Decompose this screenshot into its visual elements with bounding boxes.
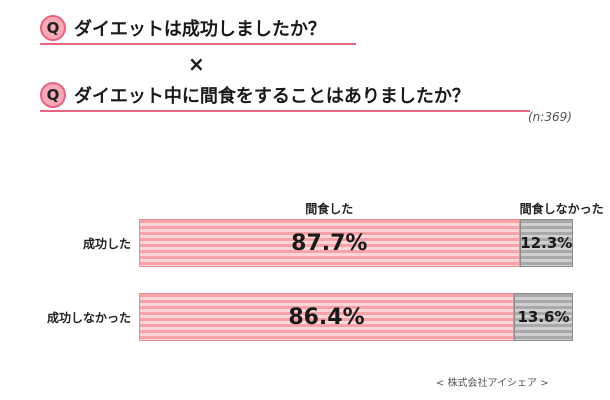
category-label: 成功しなかった	[46, 311, 131, 325]
bar-segment: 86.4%	[139, 293, 514, 341]
category-label: 成功した	[82, 237, 131, 251]
source-credit: < 株式会社アイシェア >	[436, 378, 549, 389]
data-label: 13.6%	[517, 308, 570, 326]
data-label: 86.4%	[288, 304, 365, 330]
bar-segment: 87.7%	[139, 219, 520, 267]
question-2: Q ダイエット中に間食をすることはありましたか？	[40, 81, 470, 109]
q-badge: Q	[40, 82, 66, 108]
question-2-underline	[40, 110, 530, 112]
question-1-underline	[40, 43, 356, 45]
q-badge: Q	[40, 15, 66, 41]
legend-not-snacked: 間食しなかった	[519, 202, 604, 216]
question-1-text: ダイエットは成功しましたか？	[74, 19, 326, 40]
cross-symbol: ×	[188, 52, 205, 76]
bar-segment: 13.6%	[513, 293, 573, 341]
data-label: 87.7%	[291, 230, 368, 256]
bar-segment: 12.3%	[519, 219, 573, 267]
sample-size: (n:369)	[528, 110, 572, 124]
question-1: Q ダイエットは成功しましたか？	[40, 14, 326, 42]
legend-snacked: 間食した	[305, 202, 354, 216]
question-2-text: ダイエット中に間食をすることはありましたか？	[74, 86, 470, 107]
data-label: 12.3%	[520, 234, 573, 252]
